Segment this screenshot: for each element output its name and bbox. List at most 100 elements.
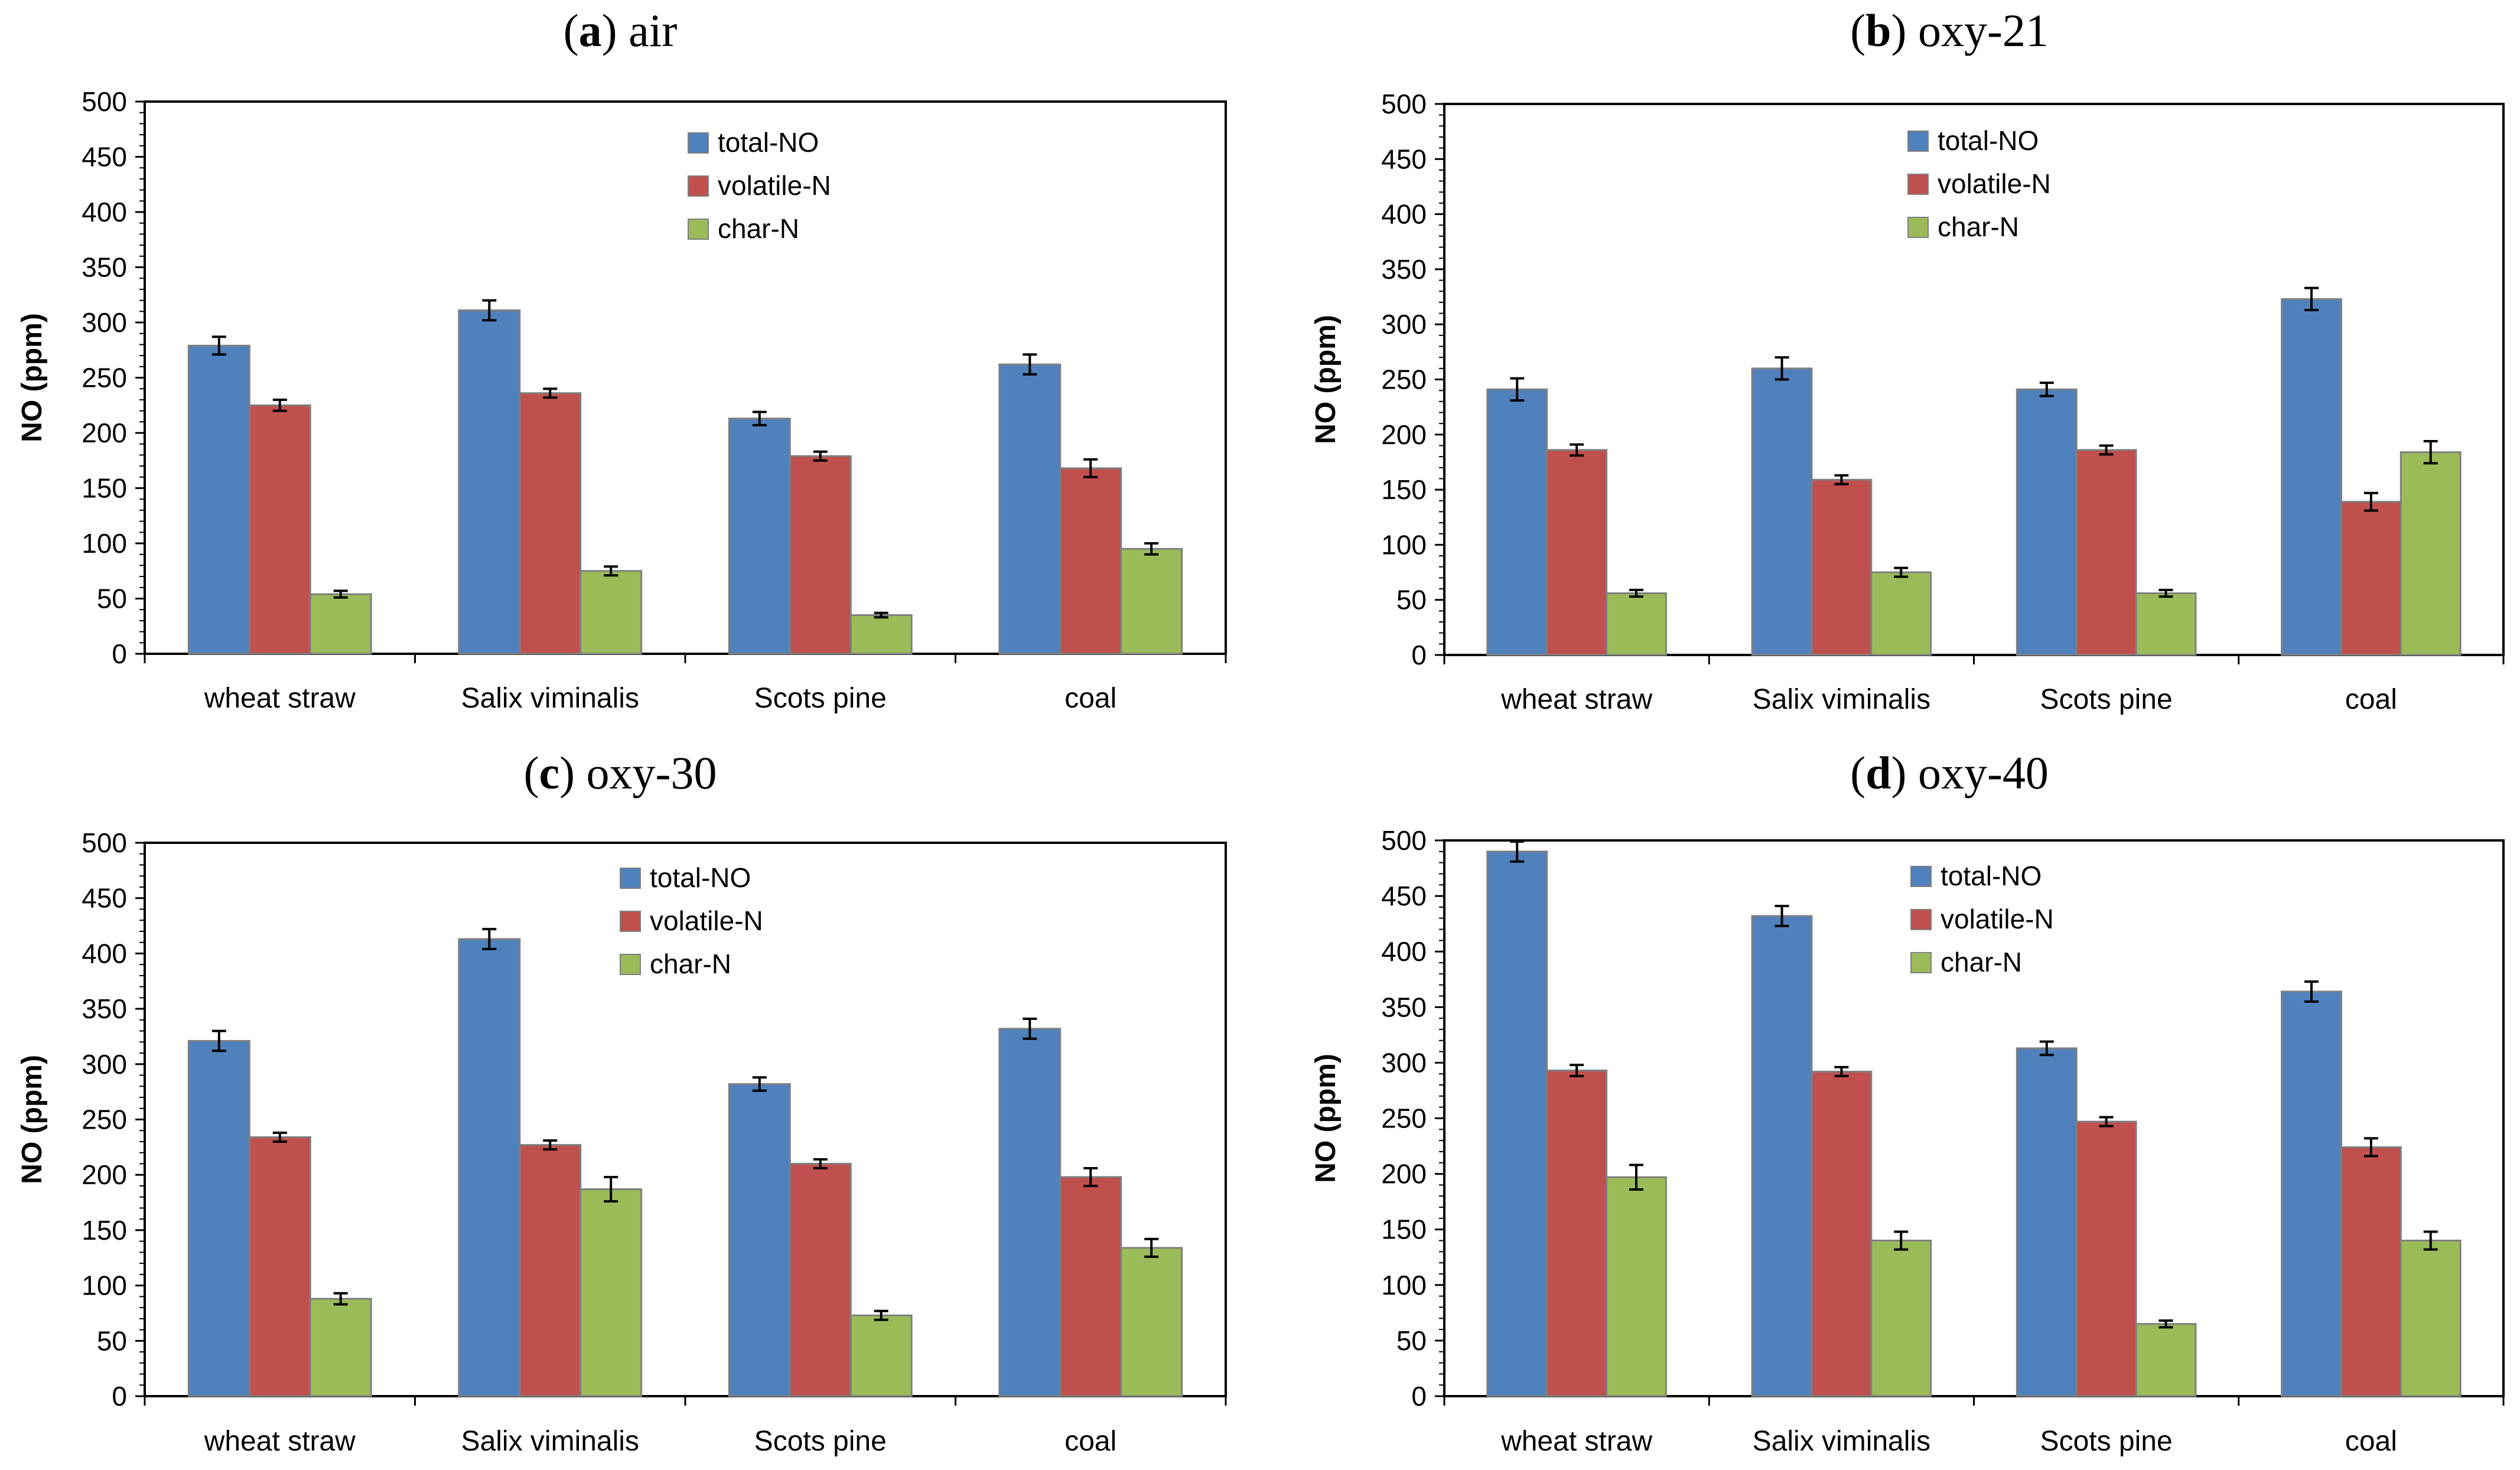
bar-total: [728, 418, 791, 655]
bar-char: [849, 1314, 913, 1397]
bar-total: [2281, 298, 2342, 656]
y-tick-label: 500: [1381, 89, 1427, 119]
panel-title-name: oxy-30: [575, 747, 717, 798]
x-category-label: Scots pine: [754, 683, 887, 714]
bar-volatile: [1546, 1070, 1608, 1397]
x-category-label: wheat straw: [1500, 1426, 1652, 1457]
bar-volatile: [248, 404, 311, 655]
x-category-label: wheat straw: [204, 683, 356, 714]
chart-panel-a: (a) air 0 50 100 150 200 250 300 350 400 450 500 NO …: [17, 5, 1227, 714]
bar-total: [1486, 388, 1548, 656]
y-tick-label: 350: [1381, 992, 1427, 1022]
y-tick-label: 400: [1381, 936, 1427, 967]
legend-label-volatile: volatile-N: [718, 170, 831, 201]
y-tick-label: 450: [82, 142, 127, 172]
y-tick-label: 50: [1396, 1325, 1427, 1356]
y-tick-label: 50: [97, 1325, 127, 1356]
bar-volatile: [519, 392, 582, 655]
panel-title-letter: a: [579, 5, 602, 56]
panel-title-close-paren: ): [1891, 5, 1906, 56]
bar-total: [998, 363, 1062, 655]
bar-volatile: [2340, 1146, 2402, 1397]
y-tick-label: 350: [1381, 254, 1427, 285]
panel-title: (d) oxy-40: [1850, 747, 2049, 798]
panel-title-open-paren: (: [523, 747, 539, 798]
chart-panel-d: (d) oxy-40 0 50 100 150 200 250 300 350 400 450 500…: [1310, 747, 2505, 1457]
legend-swatch-char: [620, 954, 641, 975]
y-axis-label: NO (ppm): [17, 1055, 48, 1184]
bar-char: [1120, 547, 1183, 655]
y-tick-label: 300: [82, 1049, 127, 1080]
x-category-label: coal: [2345, 1426, 2397, 1457]
y-tick-label: 150: [1381, 474, 1427, 505]
bar-volatile: [519, 1144, 582, 1397]
legend-swatch-total: [1907, 131, 1929, 152]
bar-char: [1606, 592, 1667, 656]
legend-swatch-total: [688, 132, 709, 154]
legend-label-volatile: volatile-N: [1938, 168, 2051, 199]
y-axis-label: NO (ppm): [17, 313, 48, 442]
y-tick-label: 300: [1381, 1047, 1427, 1078]
y-tick-label: 400: [82, 938, 127, 969]
legend-label-total: total-NO: [718, 127, 819, 158]
panel-title: (a) air: [564, 5, 678, 56]
y-tick-label: 400: [1381, 199, 1427, 230]
panel-title-name: oxy-21: [1906, 5, 2048, 56]
panel-title-close-paren: ): [559, 747, 575, 798]
x-category-label: Scots pine: [754, 1426, 887, 1457]
y-axis-label: NO (ppm): [1310, 315, 1342, 444]
panel-title-close-paren: ): [602, 5, 617, 56]
bar-volatile: [2075, 1120, 2137, 1397]
bar-char: [2135, 1323, 2197, 1397]
bar-volatile: [1546, 449, 1608, 656]
chart-panel-c: (c) oxy-30 0 50 100 150 200 250 300 350 400 450 500…: [17, 747, 1227, 1457]
y-tick-label: 450: [82, 883, 127, 914]
y-tick-label: 250: [1381, 364, 1427, 395]
bar-char: [2399, 1240, 2462, 1397]
legend-label-char: char-N: [650, 949, 731, 979]
x-category-label: Salix viminalis: [1753, 1426, 1930, 1457]
panel-title: (c) oxy-30: [523, 747, 717, 798]
panel-title-letter: d: [1865, 747, 1891, 798]
bar-char: [2399, 451, 2462, 656]
bar-volatile: [1811, 478, 1873, 656]
legend-label-char: char-N: [718, 213, 799, 244]
y-tick-label: 250: [82, 363, 127, 393]
bar-char: [849, 614, 913, 655]
y-tick-label: 500: [1381, 825, 1427, 856]
bar-volatile: [2340, 501, 2402, 656]
y-tick-label: 500: [82, 827, 127, 858]
bar-total: [998, 1028, 1062, 1397]
y-tick-label: 150: [82, 1215, 127, 1246]
panel-title-name: oxy-40: [1906, 747, 2048, 798]
legend-swatch-total: [620, 868, 641, 889]
y-tick-label: 100: [82, 528, 127, 559]
legend-label-volatile: volatile-N: [1941, 904, 2054, 934]
panel-title-name: air: [617, 5, 678, 56]
legend-swatch-char: [1910, 952, 1932, 973]
bar-total: [187, 1039, 250, 1397]
panel-title-letter: b: [1865, 5, 1891, 56]
bar-char: [1870, 1240, 1932, 1397]
y-tick-label: 150: [82, 473, 127, 504]
x-category-label: wheat straw: [204, 1426, 356, 1457]
bar-total: [2016, 388, 2078, 656]
y-tick-label: 400: [82, 197, 127, 227]
bar-char: [1870, 571, 1932, 656]
y-tick-label: 50: [97, 584, 127, 614]
legend-swatch-volatile: [688, 175, 709, 197]
bar-char: [309, 1298, 372, 1397]
bar-char: [579, 1188, 643, 1397]
x-category-label: wheat straw: [1500, 684, 1652, 715]
bar-total: [1486, 850, 1548, 1397]
y-tick-label: 250: [1381, 1103, 1427, 1134]
legend-label-total: total-NO: [650, 862, 751, 893]
panel-title-open-paren: (: [1850, 747, 1865, 798]
y-tick-label: 0: [112, 638, 127, 669]
bar-volatile: [789, 455, 852, 655]
legend-label-total: total-NO: [1941, 861, 2042, 891]
y-tick-label: 50: [1396, 585, 1427, 615]
x-category-label: coal: [1064, 1426, 1116, 1457]
chart-panel-b: (b) oxy-21 0 50 100 150 200 250 300 350 400 450 500…: [1310, 5, 2505, 715]
